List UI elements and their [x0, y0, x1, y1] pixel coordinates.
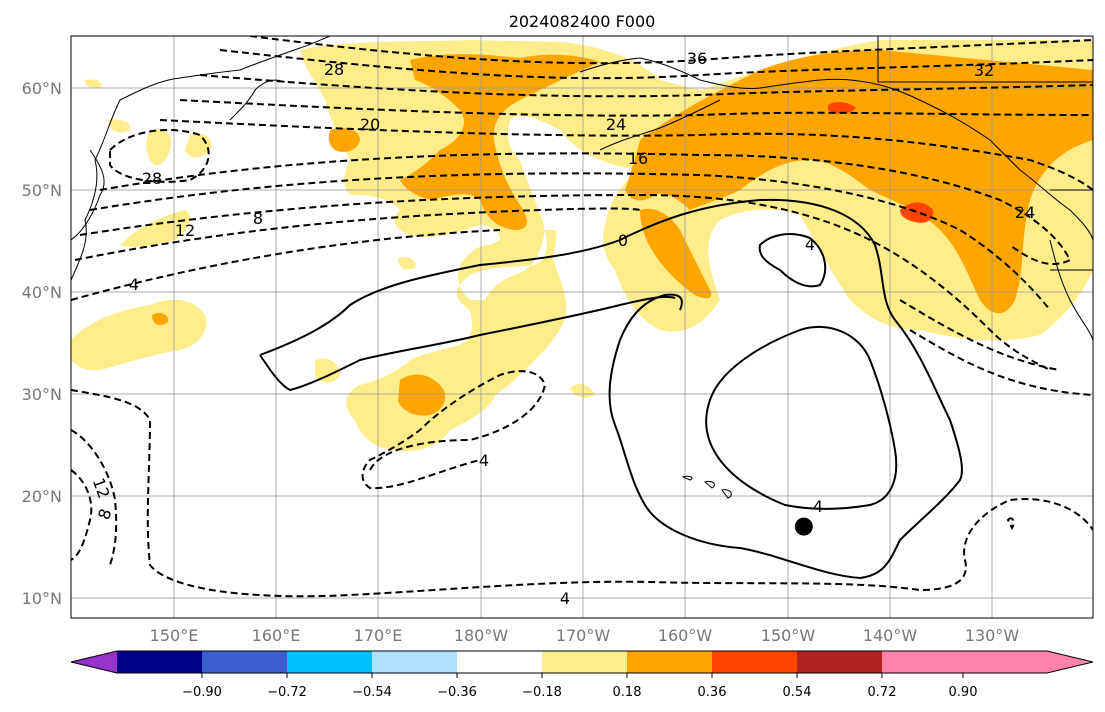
colorbar-ticks: [201, 673, 964, 678]
contour-label: 28: [142, 169, 162, 188]
dashed-contours: [71, 36, 1093, 598]
lon-label: 150°E: [150, 626, 199, 645]
colorbar-tick-label: 0.54: [783, 685, 812, 700]
lat-label: 20°N: [22, 487, 62, 506]
contour-label: 4: [805, 235, 815, 254]
colorbar-max-extension: [963, 651, 1093, 673]
contour-label: 4: [479, 451, 489, 470]
storm-center-marker: [794, 517, 813, 536]
colorbar-tick-label: 0.90: [949, 685, 978, 700]
lon-label: 170°E: [354, 626, 403, 645]
colorbar: −0.90 −0.72 −0.54 −0.36 −0.18 0.18 0.36 …: [70, 650, 1094, 700]
colorbar-segment: [117, 651, 202, 673]
shading-red-orange: [828, 102, 934, 223]
colorbar-segment: [542, 651, 627, 673]
lat-label: 40°N: [22, 283, 62, 302]
contour-label: 20: [360, 115, 380, 134]
colorbar-min-extension: [71, 651, 117, 673]
contour-label: 0: [618, 231, 628, 250]
lat-label: 10°N: [22, 589, 62, 608]
lon-label: 160°E: [252, 626, 301, 645]
graticule: [71, 36, 1093, 618]
colorbar-segment: [797, 651, 882, 673]
lon-label: 170°W: [556, 626, 611, 645]
lon-label: 180°W: [454, 626, 509, 645]
contour-label: 24: [1015, 203, 1035, 222]
colorbar-tick-label: 0.72: [868, 685, 897, 700]
colorbar-tick-label: −0.90: [182, 685, 222, 700]
colorbar-segment: [882, 651, 963, 673]
contour-label: 32: [974, 61, 994, 80]
coastlines: [71, 36, 1093, 499]
contour-label: 28: [324, 60, 344, 79]
contour-label: 4: [129, 275, 139, 294]
contour-label: 24: [606, 115, 626, 134]
colorbar-tick-label: −0.54: [352, 685, 392, 700]
colorbar-segment: [372, 651, 457, 673]
contour-label: 16: [628, 149, 648, 168]
colorbar-segment: [627, 651, 712, 673]
lat-label: 30°N: [22, 385, 62, 404]
colorbar-segment: [712, 651, 797, 673]
contour-label: 4: [560, 589, 570, 608]
colorbar-tick-label: 0.36: [698, 685, 727, 700]
map-title: 2024082400 F000: [509, 12, 656, 31]
lon-label: 160°W: [658, 626, 713, 645]
colorbar-segment: [202, 651, 287, 673]
colorbar-segment: [287, 651, 372, 673]
lon-label: 130°W: [965, 626, 1020, 645]
lat-label: 60°N: [22, 79, 62, 98]
contour-label: 36: [687, 49, 707, 68]
colorbar-tick-label: −0.18: [522, 685, 562, 700]
map-frame: [70, 35, 1094, 619]
colorbar-outline: [70, 650, 1094, 674]
lon-label: 150°W: [761, 626, 816, 645]
colorbar-tick-label: 0.18: [613, 685, 642, 700]
longitude-labels: 150°E 160°E 170°E 180°W 170°W 160°W 150°…: [150, 626, 1020, 645]
colorbar-tick-label: −0.36: [437, 685, 477, 700]
map-panel: 36 32 28 28 24 24 20 16 12 8 4 0 4 4 4 4…: [71, 36, 1093, 618]
colorbar-segment: [457, 651, 542, 673]
solid-contours: [259, 198, 963, 580]
contour-label: 8: [253, 209, 263, 228]
contour-label: 4: [813, 497, 823, 516]
contour-label: 12: [175, 221, 195, 240]
lon-label: 140°W: [863, 626, 918, 645]
colorbar-tick-label: −0.72: [267, 685, 307, 700]
shading-orange: [152, 50, 1093, 416]
lat-label: 50°N: [22, 181, 62, 200]
latitude-labels: 60°N 50°N 40°N 30°N 20°N 10°N: [22, 79, 62, 608]
